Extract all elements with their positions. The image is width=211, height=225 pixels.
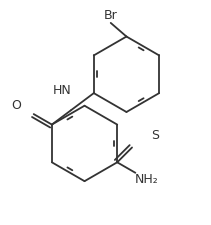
Text: NH₂: NH₂ (134, 172, 158, 185)
Text: Br: Br (104, 9, 118, 22)
Text: HN: HN (53, 84, 72, 97)
Text: O: O (11, 99, 21, 112)
Text: S: S (151, 128, 159, 141)
